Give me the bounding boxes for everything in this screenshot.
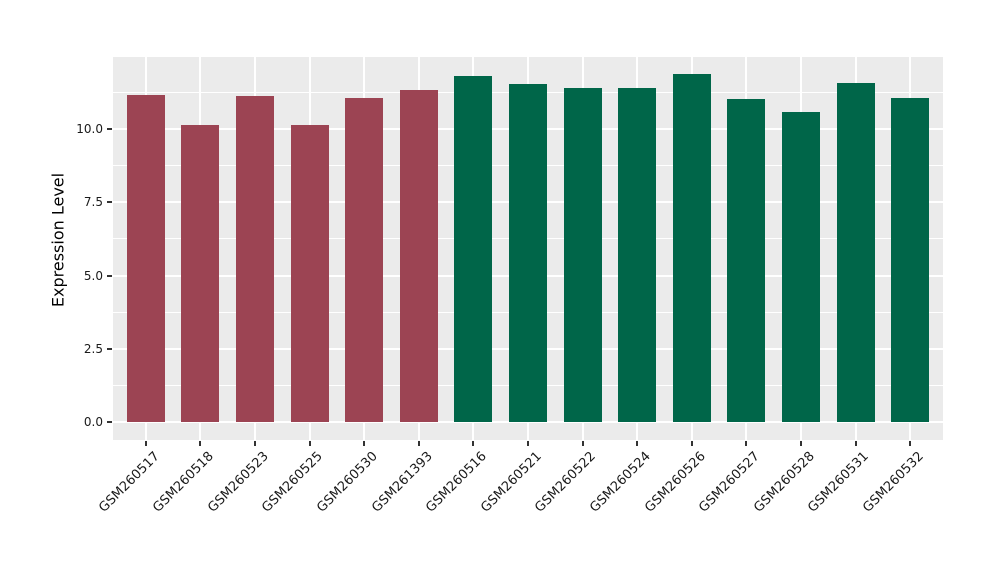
bar-GSM260524	[618, 87, 656, 423]
y-tick-label: 0.0	[83, 415, 103, 430]
x-tick-mark	[800, 441, 803, 446]
x-tick-mark	[199, 441, 202, 446]
x-tick-mark	[472, 441, 475, 446]
y-tick-mark	[107, 421, 112, 424]
bar-GSM260521	[509, 83, 547, 423]
x-tick-mark	[253, 441, 256, 446]
bar-GSM260526	[673, 74, 711, 423]
x-tick-mark	[690, 441, 693, 446]
x-tick-mark	[527, 441, 529, 446]
bar-GSM260518	[181, 125, 219, 423]
x-tick-mark	[308, 441, 311, 446]
bar-GSM260532	[891, 97, 929, 423]
x-tick-mark	[144, 441, 147, 446]
bar-GSM260525	[291, 125, 329, 423]
y-tick-label: 7.5	[83, 195, 103, 210]
bar-GSM260517	[127, 95, 165, 423]
x-tick-mark	[909, 441, 912, 446]
bar-GSM260523	[236, 96, 274, 423]
y-tick-label: 2.5	[83, 342, 103, 357]
x-tick-mark	[363, 441, 366, 446]
bar-GSM260527	[727, 98, 765, 423]
y-tick-mark	[107, 201, 112, 204]
bar-GSM260516	[454, 75, 492, 423]
x-tick-mark	[581, 441, 584, 446]
bar-GSM260530	[345, 97, 383, 423]
x-tick-mark	[745, 441, 748, 446]
y-axis-title: Expression Level	[48, 172, 68, 308]
x-tick-mark	[417, 441, 420, 446]
x-tick-mark	[854, 441, 857, 446]
bar-GSM260531	[837, 83, 875, 423]
bar-GSM261393	[400, 90, 438, 423]
y-tick-label: 10.0	[76, 121, 103, 136]
y-tick-mark	[107, 348, 112, 351]
y-tick-mark	[107, 274, 112, 277]
y-tick-mark	[107, 127, 112, 130]
bar-GSM260528	[782, 112, 820, 423]
y-tick-label: 5.0	[83, 268, 103, 283]
bar-GSM260522	[564, 87, 602, 423]
x-tick-mark	[636, 441, 639, 446]
